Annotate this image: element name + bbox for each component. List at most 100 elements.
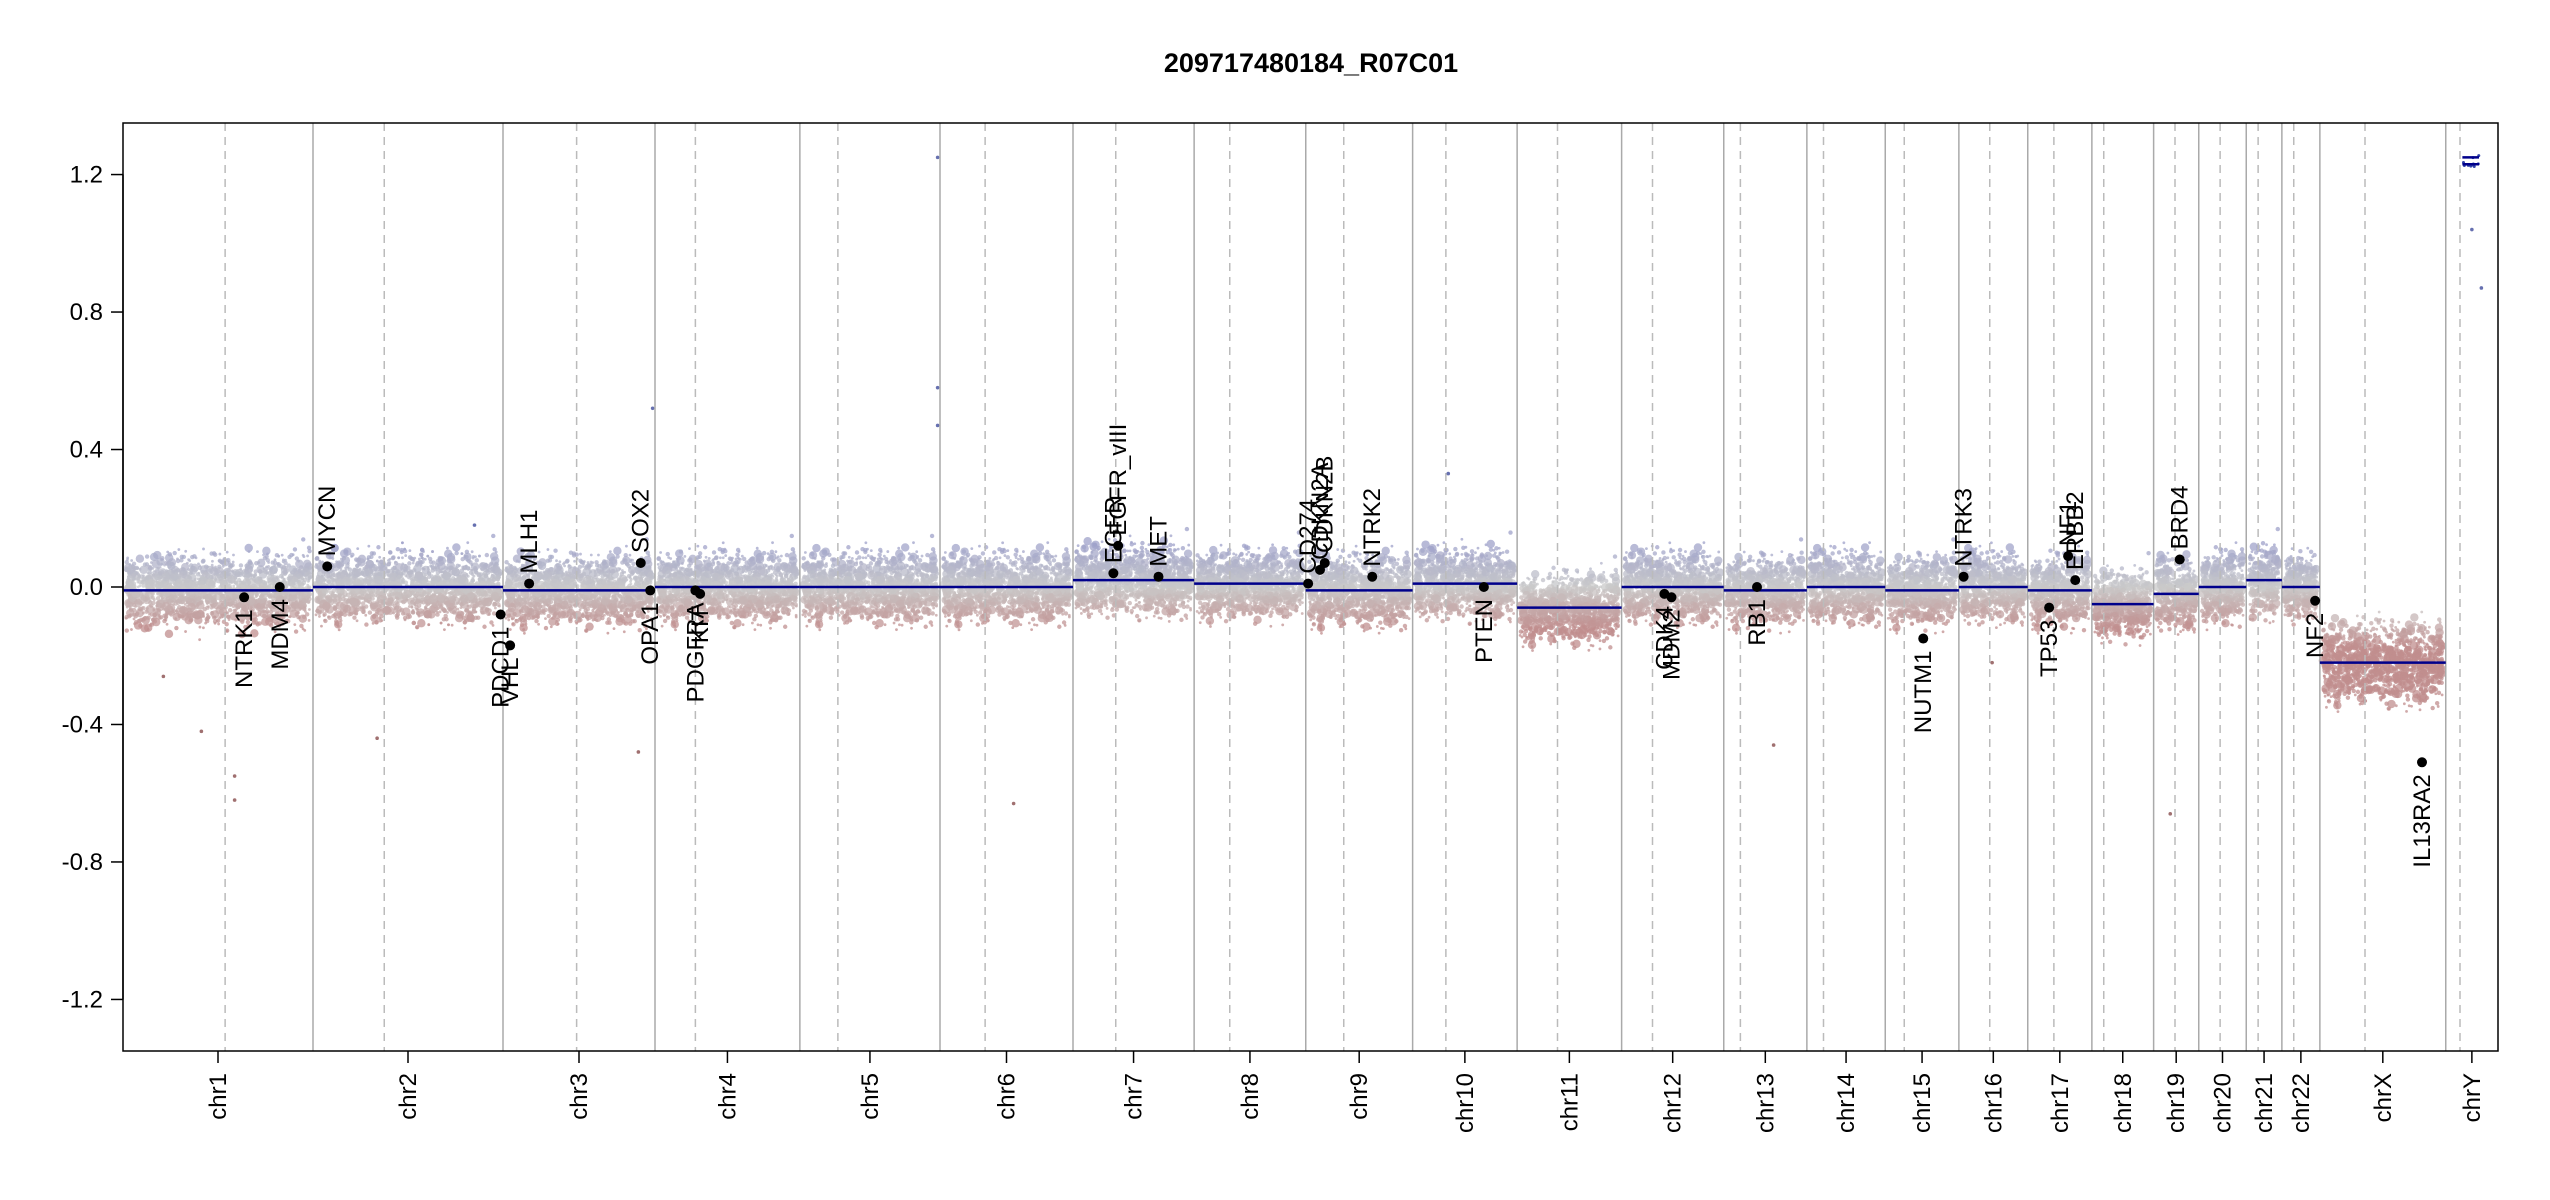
probe-point	[175, 611, 179, 615]
probe-point	[628, 603, 632, 607]
probe-point	[449, 602, 454, 608]
probe-point	[401, 541, 404, 545]
probe-point	[393, 561, 399, 566]
probe-point	[395, 596, 399, 600]
probe-point	[441, 608, 445, 612]
probe-point	[361, 606, 365, 610]
probe-point	[593, 618, 597, 622]
probe-point	[375, 559, 379, 563]
probe-point	[174, 625, 179, 631]
probe-point	[221, 580, 227, 585]
probe-point	[364, 564, 369, 570]
probe-point	[188, 583, 192, 587]
probe-point	[184, 549, 188, 553]
probe-point	[387, 600, 391, 604]
probe-point	[226, 611, 230, 615]
probe-point	[127, 613, 132, 619]
probe-point	[185, 612, 190, 618]
probe-point	[541, 597, 545, 600]
probe-point	[210, 581, 216, 587]
probe-point	[534, 597, 539, 602]
probe-point	[489, 552, 499, 561]
probe-point	[146, 564, 151, 570]
probe-point	[179, 606, 185, 611]
probe-point	[600, 596, 610, 605]
probe-point	[306, 592, 310, 596]
probe-point	[396, 609, 399, 613]
probe-point	[459, 606, 463, 610]
probe-point	[643, 566, 647, 569]
probe-point	[585, 611, 589, 615]
probe-point	[619, 609, 623, 613]
probe-point	[442, 571, 451, 581]
probe-point	[212, 552, 218, 557]
probe-point	[605, 611, 611, 616]
probe-point	[306, 554, 309, 558]
probe-point	[529, 596, 534, 601]
probe-point	[446, 597, 450, 601]
probe-point	[288, 581, 293, 586]
probe-point	[582, 599, 587, 605]
probe-point	[400, 563, 409, 573]
probe-point	[419, 547, 425, 553]
probe-point	[196, 577, 200, 581]
probe-point	[438, 610, 442, 614]
probe-point	[146, 628, 150, 631]
probe-point	[462, 620, 467, 625]
probe-point	[155, 567, 160, 572]
probe-point	[131, 602, 137, 608]
probe-point	[555, 563, 560, 568]
probe-point	[453, 581, 457, 584]
probe-point	[392, 611, 396, 615]
probe-point	[492, 547, 497, 552]
probe-point	[217, 622, 221, 626]
probe-point	[149, 571, 153, 575]
probe-point	[510, 617, 514, 621]
probe-point	[132, 617, 136, 621]
probe-point	[395, 612, 401, 617]
probe-point	[415, 626, 419, 630]
probe-point	[332, 578, 336, 582]
probe-point	[456, 607, 460, 611]
probe-point	[482, 624, 487, 629]
probe-point	[614, 584, 618, 588]
probe-point	[401, 556, 404, 560]
probe-point	[238, 563, 244, 568]
probe-point	[141, 595, 145, 598]
probe-point	[630, 569, 635, 574]
probe-point	[593, 574, 598, 580]
probe-point	[378, 555, 382, 559]
probe-point	[629, 582, 633, 586]
probe-point	[355, 563, 360, 568]
probe-point	[160, 556, 165, 561]
probe-point	[347, 612, 352, 617]
probe-point	[718, 556, 722, 560]
probe-point	[339, 619, 343, 623]
probe-point	[595, 567, 599, 571]
probe-point	[146, 575, 149, 579]
probe-point	[172, 570, 176, 574]
probe-point	[339, 611, 344, 617]
probe-point	[377, 603, 382, 609]
probe-point	[205, 605, 210, 610]
probe-point	[244, 543, 253, 553]
probe-point	[618, 600, 622, 604]
probe-point	[721, 541, 725, 545]
probe-point	[124, 628, 129, 633]
probe-point	[392, 570, 395, 574]
probe-point	[539, 599, 543, 603]
probe-point	[201, 585, 207, 590]
probe-point	[571, 611, 577, 616]
probe-point	[307, 596, 312, 602]
probe-point	[323, 618, 327, 622]
probe-point	[189, 594, 195, 599]
probe-point	[613, 546, 622, 556]
probe-point	[314, 613, 318, 617]
probe-point	[250, 573, 254, 577]
probe-point	[327, 599, 331, 603]
probe-point	[378, 618, 383, 623]
probe-point	[597, 553, 600, 557]
probe-point	[301, 553, 305, 557]
probe-point	[359, 595, 362, 599]
probe-point	[157, 615, 162, 620]
